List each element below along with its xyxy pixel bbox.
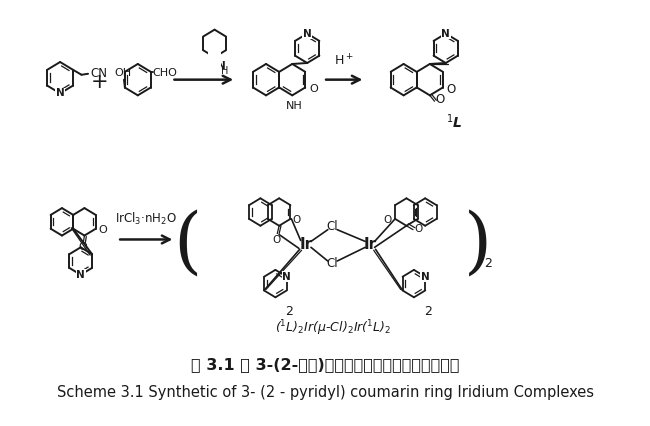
Text: NH: NH (286, 101, 302, 111)
Text: ): ) (463, 209, 491, 279)
Text: $^1$L: $^1$L (446, 112, 462, 131)
Text: N: N (303, 29, 311, 39)
Text: Scheme 3.1 Synthetic of 3- (2 - pyridyl) coumarin ring Iridium Complexes: Scheme 3.1 Synthetic of 3- (2 - pyridyl)… (57, 385, 593, 400)
Text: O: O (383, 215, 391, 225)
Text: (: ( (174, 209, 202, 279)
Text: 2: 2 (424, 305, 432, 318)
Text: 2: 2 (484, 257, 492, 271)
Text: O: O (436, 93, 445, 106)
Text: O: O (78, 242, 87, 253)
Text: N: N (421, 272, 430, 282)
Text: N: N (76, 270, 85, 280)
Text: ($^1$L)$_2$Ir($\mu$-Cl)$_2$Ir($^1$L)$_2$: ($^1$L)$_2$Ir($\mu$-Cl)$_2$Ir($^1$L)$_2$ (275, 318, 391, 337)
Text: CN: CN (90, 67, 107, 80)
Text: Ir: Ir (363, 237, 376, 252)
Text: O: O (99, 225, 107, 235)
Text: Ir: Ir (300, 237, 313, 252)
Text: +: + (90, 72, 109, 92)
Text: H$^+$: H$^+$ (334, 54, 354, 69)
Text: N: N (217, 61, 226, 71)
Text: O: O (292, 215, 300, 225)
Text: N: N (282, 272, 291, 282)
Text: Cl: Cl (327, 257, 338, 271)
Text: O: O (414, 224, 422, 234)
Text: O: O (309, 84, 318, 95)
Text: N: N (56, 88, 64, 98)
Text: IrCl$_3$·nH$_2$O: IrCl$_3$·nH$_2$O (115, 210, 177, 227)
Text: N: N (441, 29, 450, 39)
Text: O: O (447, 83, 456, 96)
Text: H: H (221, 66, 229, 76)
Text: OH: OH (114, 68, 131, 78)
Text: O: O (272, 235, 280, 245)
Text: 2: 2 (285, 305, 293, 318)
Text: 图 3.1 为 3-(2-吡啶)香豆素环金属铱配合物的合成图: 图 3.1 为 3-(2-吡啶)香豆素环金属铱配合物的合成图 (190, 357, 460, 372)
Text: CHO: CHO (153, 68, 177, 78)
Text: Cl: Cl (327, 220, 338, 233)
